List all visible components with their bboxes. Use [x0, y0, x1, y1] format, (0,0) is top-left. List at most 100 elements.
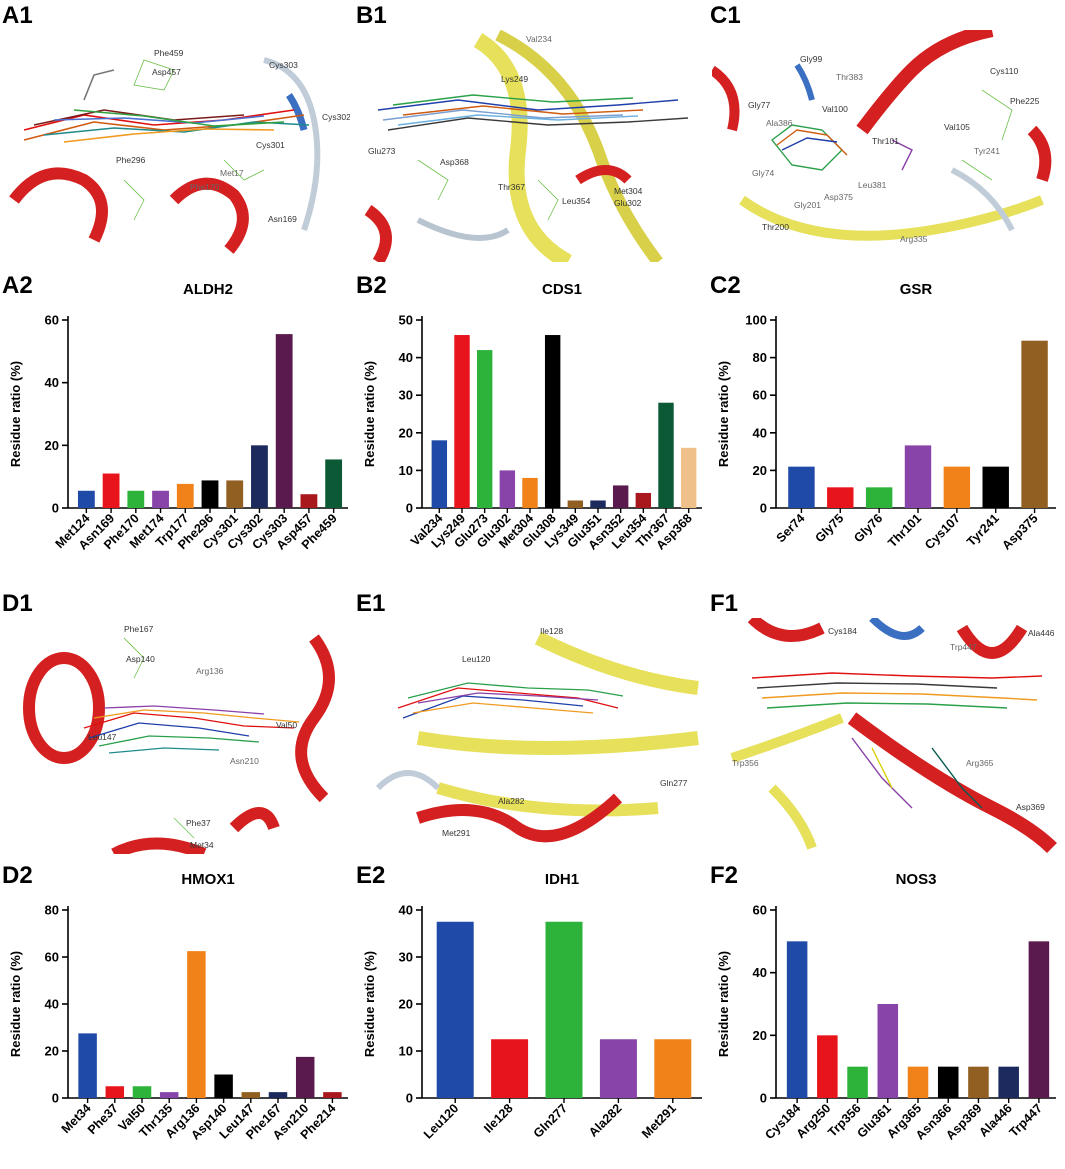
- bar-chart-idh1: IDH1 Residue ratio (%) 0 10 20 30 40 Leu120 Ile1…: [354, 858, 706, 1158]
- y-axis-label: Residue ratio (%): [8, 361, 23, 467]
- y-tick-label: 40: [399, 350, 413, 365]
- residue-label: Cys184: [828, 626, 857, 636]
- residue-label: Met17: [220, 168, 244, 178]
- bar: [77, 490, 95, 508]
- bar: [201, 480, 219, 508]
- y-tick-label: 80: [45, 903, 59, 918]
- panel-label-a1: A1: [2, 2, 33, 29]
- residue-label: Glu273: [368, 146, 396, 156]
- bar: [325, 459, 343, 508]
- bar: [268, 1092, 288, 1098]
- y-tick-label: 40: [399, 903, 413, 918]
- residue-label: Asp369: [1016, 802, 1045, 812]
- y-tick-label: 100: [745, 313, 767, 328]
- bar: [476, 350, 493, 508]
- y-tick-label: 0: [52, 1091, 59, 1106]
- y-tick-label: 60: [45, 313, 59, 328]
- bar: [176, 483, 194, 508]
- bar: [680, 447, 697, 508]
- residue-label: Phe37: [186, 818, 211, 828]
- bar: [436, 921, 474, 1098]
- bar: [275, 334, 293, 508]
- residue-label: Trp447: [950, 642, 977, 652]
- bar: [499, 470, 516, 508]
- bar: [827, 487, 854, 508]
- residue-label: Met291: [442, 828, 471, 838]
- x-tick-label: Ala446: [976, 1101, 1014, 1139]
- residue-label: Arg365: [966, 758, 994, 768]
- bar: [545, 921, 583, 1098]
- bar: [159, 1092, 179, 1098]
- bar: [132, 1086, 152, 1098]
- bar: [152, 490, 169, 508]
- bar: [214, 1074, 233, 1098]
- x-tick-label: Arg250: [794, 1101, 834, 1141]
- y-tick-label: 40: [753, 425, 767, 440]
- x-tick-label: Phe37: [85, 1101, 121, 1137]
- bar: [226, 480, 244, 508]
- y-tick-label: 30: [399, 950, 413, 965]
- bar: [300, 494, 318, 508]
- docking-image-aldh2: Phe459 Asp457 Cys303 Cys302 Cys301 Phe29…: [4, 30, 350, 262]
- chart-title: NOS3: [896, 871, 937, 888]
- bar: [295, 1056, 315, 1098]
- y-tick-label: 0: [406, 1091, 413, 1106]
- y-tick-label: 60: [45, 950, 59, 965]
- x-tick-label: Met291: [639, 1101, 679, 1141]
- bar: [78, 1033, 97, 1098]
- panel-label-f2: F2: [710, 862, 739, 889]
- bar: [817, 1035, 838, 1098]
- bar: [998, 1066, 1019, 1098]
- bar: [187, 951, 206, 1098]
- residue-label: Ala282: [498, 796, 525, 806]
- y-tick-label: 0: [760, 501, 767, 516]
- docking-render-hmox1: Phe167 Asp140 Arg136 Val50 Leu147 Asn210…: [23, 624, 335, 854]
- bar: [865, 487, 893, 508]
- docking-render-nos3: Cys184 Trp447 Ala446 Trp356 Arg365 Asp36…: [730, 618, 1057, 854]
- bar: [1021, 340, 1048, 508]
- y-axis-label: Residue ratio (%): [716, 361, 731, 467]
- docking-image-cds1: Lys249 Val234 Glu273 Asp368 Thr367 Met30…: [358, 30, 704, 262]
- bar: [937, 1066, 959, 1098]
- y-tick-label: 0: [760, 1091, 767, 1106]
- bar: [102, 473, 120, 508]
- bar: [968, 1066, 989, 1098]
- bar-chart-aldh2: ALDH2 Residue ratio (%) 0 20 40 60 Met124 Asn16…: [0, 268, 352, 568]
- y-tick-label: 40: [45, 997, 59, 1012]
- residue-label: Phe167: [124, 624, 154, 634]
- y-tick-label: 40: [45, 375, 59, 390]
- docking-render-idh1: Ile128 Leu120 Gln277 Ala282 Met291: [375, 626, 699, 843]
- y-tick-label: 50: [399, 313, 413, 328]
- chart-title: GSR: [900, 281, 933, 298]
- residue-label: Asp140: [126, 654, 155, 664]
- x-tick-label: Gln277: [531, 1101, 570, 1140]
- bar: [654, 1039, 692, 1098]
- bar: [847, 1066, 868, 1098]
- residue-label: Ala446: [1028, 628, 1055, 638]
- bar: [522, 477, 538, 508]
- chart-title: CDS1: [542, 281, 582, 298]
- residue-label: Leu354: [562, 196, 591, 206]
- residue-label: Phe170: [190, 182, 220, 192]
- bar: [454, 335, 470, 508]
- x-tick-label: Ile128: [481, 1101, 516, 1136]
- panel-label-d1: D1: [2, 590, 33, 617]
- x-tick-label: Gly75: [812, 511, 846, 545]
- docking-image-gsr: Gly99 Thr383 Cys110 Gly77 Val100 Val105 …: [712, 30, 1060, 262]
- bar: [251, 445, 268, 508]
- chart-svg: IDH1 Residue ratio (%) 0 10 20 30 40 Leu120 Ile1…: [362, 871, 702, 1142]
- x-tick-label: Tyr241: [964, 511, 1002, 549]
- panel-label-d2: D2: [2, 862, 33, 889]
- bar: [105, 1086, 125, 1098]
- y-tick-label: 20: [399, 997, 413, 1012]
- y-tick-label: 0: [52, 501, 59, 516]
- bar: [612, 485, 629, 508]
- bar: [491, 1039, 529, 1098]
- y-tick-label: 80: [753, 350, 767, 365]
- y-tick-label: 20: [753, 463, 767, 478]
- y-axis-label: Residue ratio (%): [362, 361, 377, 467]
- chart-title: ALDH2: [183, 281, 233, 298]
- docking-render-gsr: Gly99 Thr383 Cys110 Gly77 Val100 Val105 …: [712, 30, 1052, 244]
